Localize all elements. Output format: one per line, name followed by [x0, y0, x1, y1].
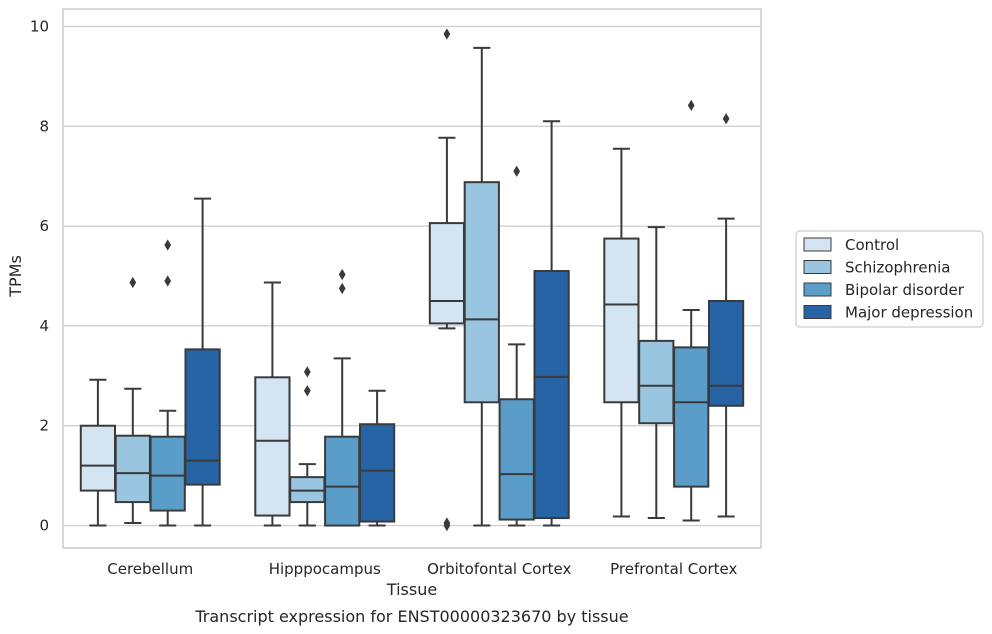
legend-swatch: [803, 237, 832, 252]
outlier-point: [303, 385, 311, 397]
outlier-point: [443, 28, 451, 40]
box-body: [358, 423, 396, 523]
box-schizophrenia: [114, 276, 151, 525]
box-schizophrenia: [463, 46, 500, 527]
outlier-point: [303, 366, 311, 378]
box-major-depression: [358, 389, 396, 527]
box-control: [603, 147, 640, 518]
legend-entry: Bipolar disorder: [845, 281, 965, 299]
chart-caption: Transcript expression for ENST0000032367…: [194, 607, 628, 626]
box-body: [79, 424, 117, 492]
legend: Control Schizophrenia Bipolar disorder Majo…: [795, 230, 984, 328]
box-body: [149, 435, 186, 512]
x-tick-label: Cerebellum: [107, 560, 193, 578]
x-tick-label: Orbitofontal Cortex: [427, 560, 571, 578]
box-control: [254, 281, 291, 527]
plot-frame: [62, 8, 762, 549]
box-bipolar-disorder: [673, 99, 710, 522]
box-schizophrenia: [289, 366, 326, 527]
legend-entry: Control: [845, 236, 899, 254]
outlier-point: [129, 276, 137, 289]
outlier-point: [443, 519, 451, 532]
x-tick-label: Hipppocampus: [269, 560, 381, 578]
box-body: [324, 435, 361, 527]
box-bipolar-disorder: [498, 165, 535, 527]
y-tick-label: 6: [39, 217, 49, 235]
y-tick-label: 8: [39, 117, 49, 135]
box-body: [184, 348, 221, 486]
grid-lines: [63, 25, 761, 527]
box-control: [428, 28, 466, 532]
box-body: [254, 376, 291, 517]
box-body: [428, 222, 466, 325]
y-axis-label: TPMs: [6, 255, 25, 298]
box-major-depression: [533, 120, 570, 527]
y-tick-label: 4: [39, 317, 49, 335]
outlier-point: [513, 165, 521, 177]
box-bipolar-disorder: [149, 239, 186, 527]
box-control: [79, 378, 117, 527]
outlier-point: [338, 282, 346, 295]
outlier-point: [338, 268, 346, 281]
legend-entry: Major depression: [845, 304, 973, 322]
outlier-point: [687, 99, 695, 111]
box-plot-series: [79, 28, 745, 532]
box-body: [673, 346, 710, 488]
box-body: [463, 181, 500, 404]
box-body: [603, 237, 640, 404]
box-body: [498, 398, 535, 521]
legend-entry: Schizophrenia: [845, 259, 950, 277]
box-body: [638, 339, 675, 425]
box-body: [707, 299, 745, 407]
y-tick-label: 0: [39, 517, 49, 535]
box-major-depression: [184, 197, 221, 527]
x-axis-ticks: Cerebellum Hipppocampus Orbitofontal Corte…: [107, 560, 737, 578]
legend-swatch: [803, 305, 832, 319]
outlier-point: [164, 275, 172, 287]
y-axis-ticks: 0 2 4 6 8 10: [30, 17, 49, 534]
legend-swatch: [803, 282, 832, 297]
legend-frame: [795, 230, 984, 328]
box-body: [114, 434, 151, 504]
x-tick-label: Prefrontal Cortex: [610, 560, 737, 578]
box-major-depression: [707, 113, 745, 518]
outlier-point: [722, 113, 730, 125]
y-tick-label: 2: [39, 417, 49, 435]
box-bipolar-disorder: [324, 268, 361, 527]
legend-swatch: [803, 260, 832, 274]
outlier-point: [164, 239, 172, 251]
box-body: [533, 270, 570, 520]
y-tick-label: 10: [30, 17, 49, 35]
x-axis-label: Tissue: [386, 580, 437, 599]
box-schizophrenia: [638, 226, 675, 520]
